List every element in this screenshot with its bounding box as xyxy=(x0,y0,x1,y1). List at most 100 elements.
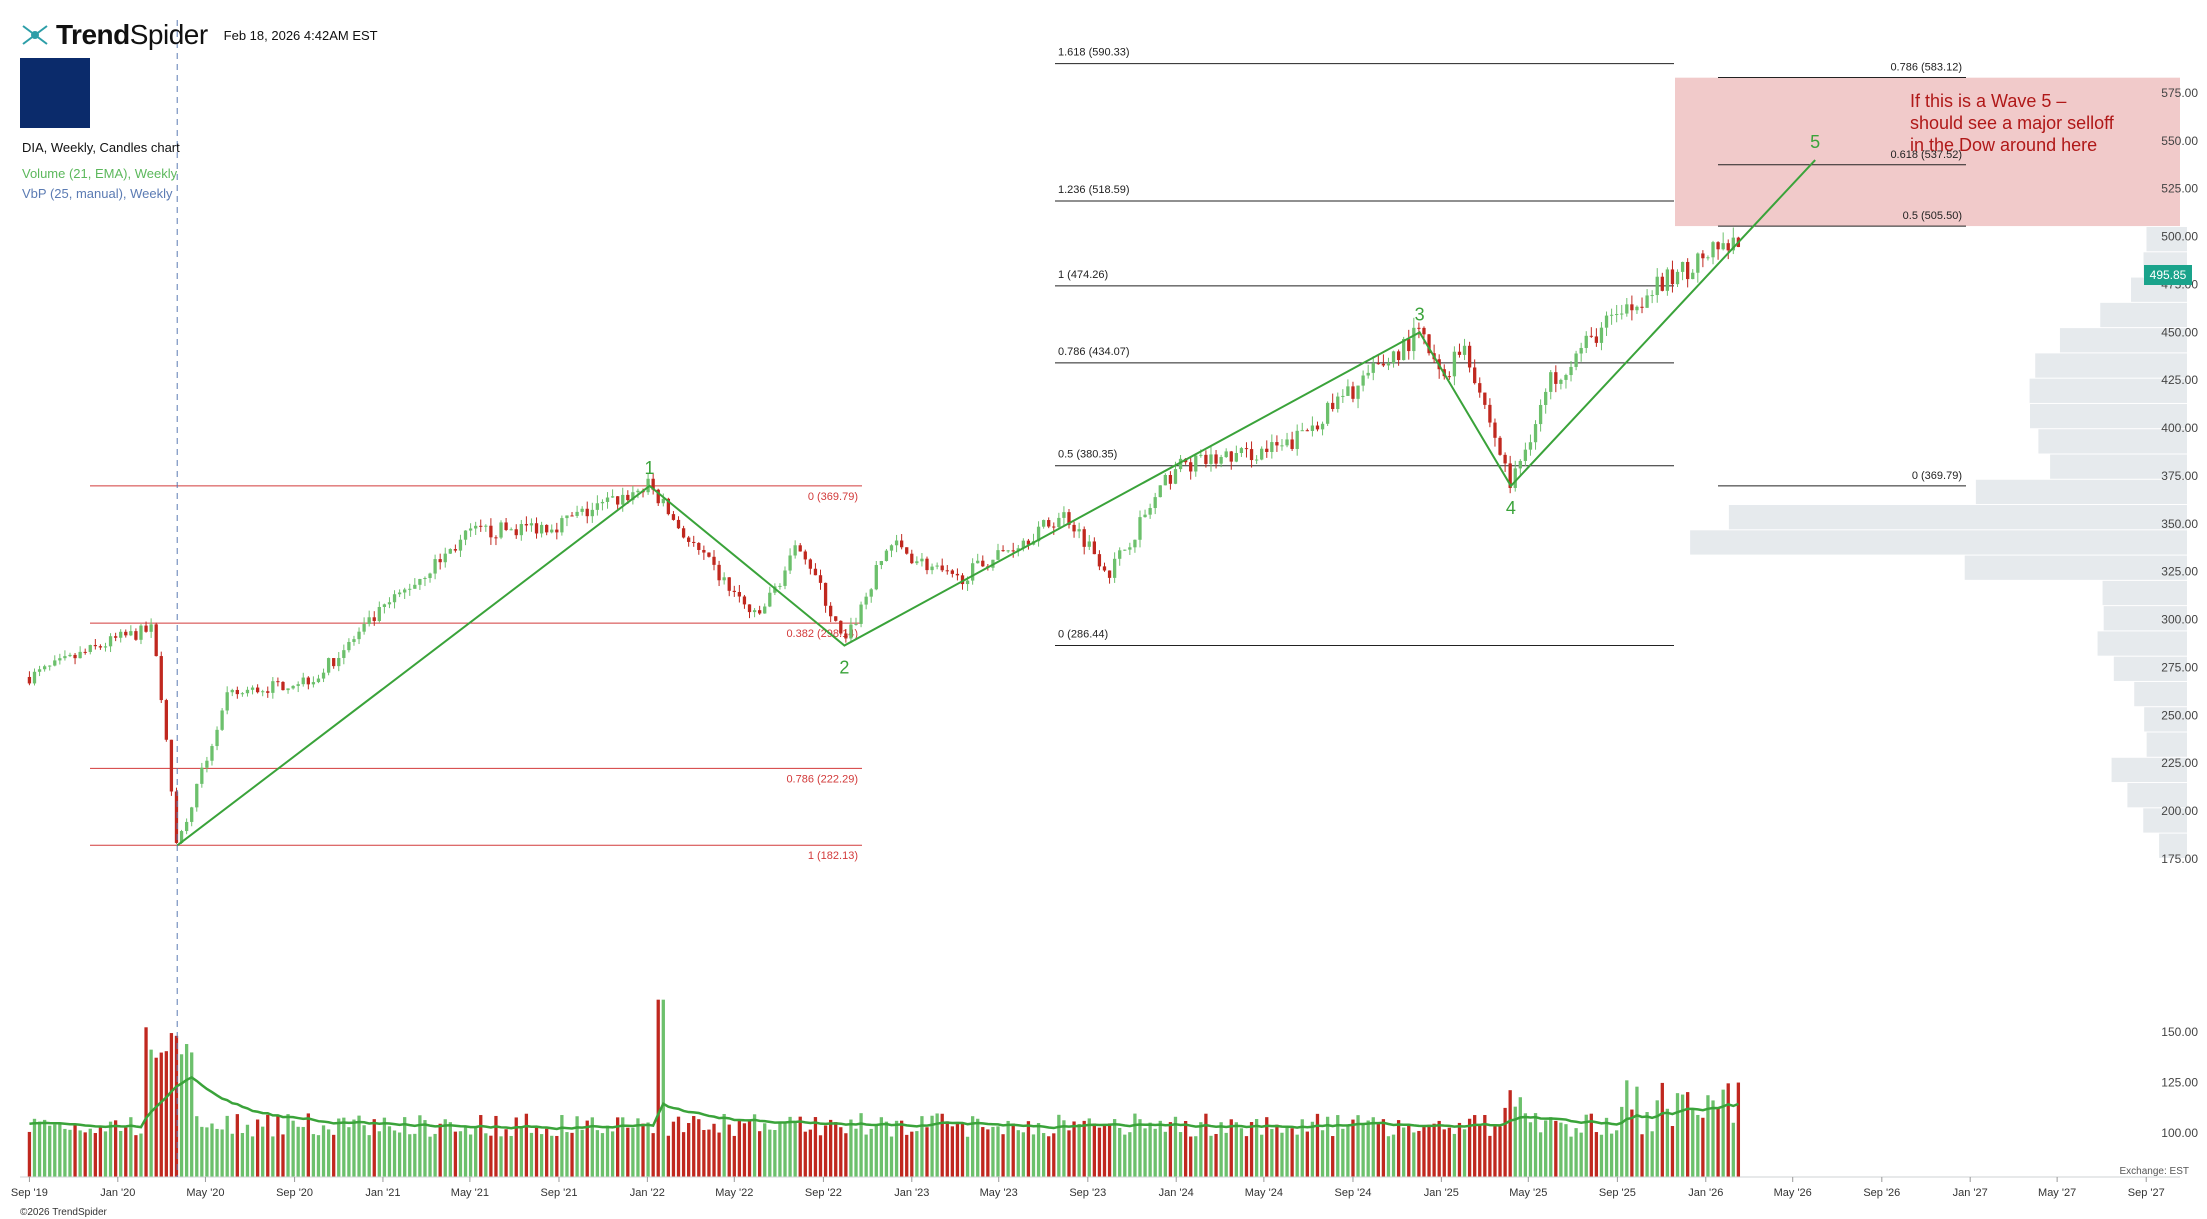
volume-bar xyxy=(1711,1100,1715,1177)
candle-body xyxy=(1609,314,1614,316)
y-tick-label: 325.00 xyxy=(2161,565,2198,579)
volume-bar xyxy=(1361,1124,1365,1177)
y-tick-label: 175.00 xyxy=(2161,852,2198,866)
volume-bar xyxy=(1721,1089,1725,1177)
candle-body xyxy=(210,746,214,761)
volume-bar xyxy=(1660,1082,1664,1177)
candle-body xyxy=(88,645,92,652)
volume-bar xyxy=(808,1129,813,1177)
candle-body xyxy=(752,610,757,613)
vbp-indicator-legend[interactable]: VbP (25, manual), Weekly xyxy=(22,186,173,201)
candle-body xyxy=(1143,514,1147,518)
volume-bar xyxy=(362,1125,366,1177)
candle-body xyxy=(1356,385,1360,399)
candle-body xyxy=(1523,449,1528,461)
x-tick-label: May '21 xyxy=(451,1187,489,1199)
candle-body xyxy=(271,681,275,693)
volume-bar xyxy=(1462,1129,1467,1177)
candle-body xyxy=(1544,391,1548,405)
candle-body xyxy=(1645,295,1649,308)
volume-bar xyxy=(453,1131,458,1177)
copyright: ©2026 TrendSpider xyxy=(20,1207,107,1218)
volume-bar xyxy=(595,1130,600,1177)
vbp-bar xyxy=(1964,555,2187,580)
candle-body xyxy=(1630,304,1634,311)
x-tick-label: May '24 xyxy=(1245,1187,1283,1199)
volume-bar xyxy=(1594,1132,1599,1177)
candle-body xyxy=(550,529,554,533)
volume-bar xyxy=(316,1135,321,1177)
candle-body xyxy=(1325,402,1330,424)
candle-body xyxy=(1513,468,1517,488)
candle-body xyxy=(1701,253,1705,259)
volume-bar xyxy=(326,1129,331,1177)
volume-bar xyxy=(291,1120,295,1177)
candle-body xyxy=(1716,242,1720,250)
candle-body xyxy=(1062,512,1066,518)
fib-level-label: 0.786 (583.12) xyxy=(1890,61,1962,73)
volume-bar xyxy=(1021,1132,1025,1177)
fib-level-label: 1 (182.13) xyxy=(808,850,858,862)
candle-body xyxy=(1518,460,1522,469)
candle-body xyxy=(717,564,721,581)
volume-bar xyxy=(108,1121,113,1177)
volume-bar xyxy=(1270,1129,1274,1177)
candle-body xyxy=(1072,524,1076,532)
candle-body xyxy=(453,549,458,551)
volume-bar xyxy=(1396,1120,1401,1177)
volume-bar xyxy=(347,1127,351,1177)
volume-bar xyxy=(1371,1117,1375,1177)
volume-bar xyxy=(397,1132,402,1177)
volume-bar xyxy=(1386,1136,1391,1177)
volume-bar xyxy=(418,1115,422,1177)
candle-body xyxy=(113,636,118,638)
x-tick-label: May '20 xyxy=(186,1187,224,1199)
y-tick-label: 250.00 xyxy=(2161,708,2198,722)
volume-bar xyxy=(945,1121,949,1177)
candle-body xyxy=(387,602,392,605)
candle-body xyxy=(1320,423,1325,430)
candle-body xyxy=(849,624,853,639)
candle-body xyxy=(276,681,280,683)
candle-body xyxy=(600,501,605,504)
candle-body xyxy=(514,529,518,536)
y-tick-label: 425.00 xyxy=(2161,373,2198,387)
candle-body xyxy=(1001,550,1005,552)
volume-bar xyxy=(1092,1123,1096,1177)
candle-body xyxy=(144,625,148,632)
volume-bar xyxy=(408,1134,412,1177)
candle-body xyxy=(235,689,239,695)
candle-body xyxy=(382,604,387,607)
volume-bar xyxy=(321,1125,326,1177)
volume-bar xyxy=(134,1135,138,1177)
volume-bar xyxy=(1189,1136,1193,1177)
volume-bar xyxy=(687,1123,691,1177)
candle-body xyxy=(423,578,427,580)
volume-bar xyxy=(692,1116,696,1177)
vbp-bar xyxy=(2159,833,2187,858)
candle-body xyxy=(722,577,726,581)
symbol-thumbnail[interactable] xyxy=(20,58,90,128)
candle-body xyxy=(1711,242,1715,258)
candle-body xyxy=(676,519,681,529)
x-tick-label: Jan '26 xyxy=(1688,1187,1723,1199)
candle-body xyxy=(321,672,326,679)
candle-body xyxy=(1391,351,1396,364)
volume-bar xyxy=(1112,1119,1117,1177)
volume-bar xyxy=(1665,1108,1670,1177)
fib-level-label: 0 (369.79) xyxy=(808,491,858,503)
volume-bar xyxy=(103,1131,108,1177)
candle-body xyxy=(1315,425,1320,430)
volume-indicator-legend[interactable]: Volume (21, EMA), Weekly xyxy=(22,166,178,181)
candle-body xyxy=(1199,454,1203,456)
candle-body xyxy=(1209,454,1213,464)
candle-body xyxy=(1239,448,1244,454)
volume-bar xyxy=(93,1133,97,1177)
candle-body xyxy=(661,498,665,504)
volume-bar xyxy=(884,1121,889,1177)
candle-body xyxy=(184,821,189,832)
volume-bar xyxy=(737,1120,742,1177)
volume-bar xyxy=(261,1126,265,1177)
volume-bar xyxy=(190,1052,194,1177)
volume-bar xyxy=(154,1057,158,1177)
